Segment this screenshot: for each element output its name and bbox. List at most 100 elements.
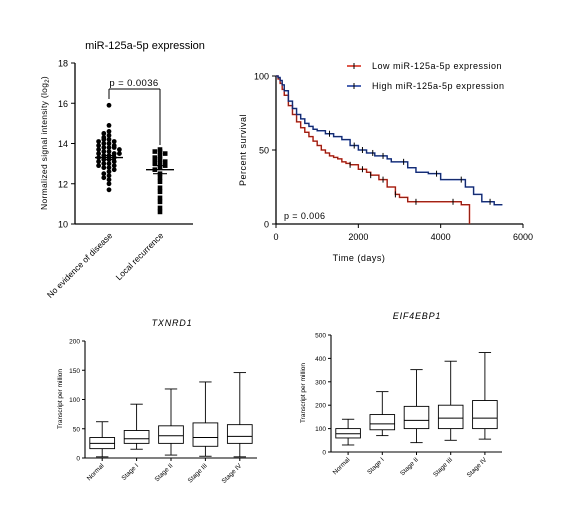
survival-y-tick-label: 100 bbox=[254, 72, 269, 82]
scatter-point bbox=[106, 145, 112, 150]
txnrd1-y-tick-label: 0 bbox=[76, 456, 80, 463]
scatter-significance-bracket: p = 0.0036 bbox=[108, 78, 161, 145]
scatter-p-value: p = 0.0036 bbox=[109, 78, 158, 89]
eif4ebp1-box bbox=[472, 400, 498, 430]
txnrd1-x-tick-label: Stage I bbox=[120, 462, 140, 482]
scatter-point bbox=[106, 133, 112, 138]
scatter-point bbox=[117, 147, 122, 152]
scatter-point bbox=[157, 175, 163, 181]
survival-x-tick-label: 2000 bbox=[348, 232, 368, 242]
eif4ebp1-y-tick-label: 500 bbox=[315, 333, 326, 340]
scatter-y-tick-label: 16 bbox=[58, 99, 68, 109]
legend-label-low: Low miR-125a-5p expression bbox=[372, 61, 502, 71]
scatter-panel: miR-125a-5p expression Normalized signal… bbox=[39, 40, 205, 300]
scatter-point bbox=[157, 209, 163, 215]
survival-x-tick-label: 4000 bbox=[431, 232, 451, 242]
eif4ebp1-x-tick-label: Stage I bbox=[366, 456, 386, 476]
scatter-point bbox=[157, 153, 163, 158]
scatter-point bbox=[157, 185, 163, 191]
txnrd1-y-tick-label: 150 bbox=[69, 368, 80, 375]
txnrd1-panel: TXNRD1 Transcript per million 0 50 100 150 2… bbox=[57, 318, 257, 485]
scatter-point bbox=[101, 171, 107, 177]
scatter-point bbox=[106, 177, 112, 183]
scatter-point bbox=[106, 161, 112, 167]
scatter-category-label: Local recurrence bbox=[114, 230, 166, 282]
survival-y-tick-label: 0 bbox=[264, 220, 269, 230]
txnrd1-y-axis-label: Transcript per million bbox=[57, 369, 64, 429]
scatter-point bbox=[106, 173, 112, 179]
scatter-point bbox=[111, 145, 117, 150]
survival-x-axis-label: Time (days) bbox=[333, 253, 386, 263]
legend-label-high: High miR-125a-5p expression bbox=[372, 81, 505, 91]
scatter-point bbox=[152, 149, 158, 154]
scatter-point bbox=[106, 165, 112, 171]
txnrd1-y-tick-label: 50 bbox=[73, 426, 81, 433]
txnrd1-x-tick-label: Stage II bbox=[154, 462, 175, 483]
survival-curve bbox=[276, 75, 503, 206]
scatter-point bbox=[96, 147, 101, 152]
scatter-point bbox=[101, 165, 107, 171]
survival-y-tick-label: 50 bbox=[259, 146, 269, 156]
survival-y-axis-label: Percent survival bbox=[238, 114, 248, 186]
scatter-point bbox=[96, 163, 101, 169]
eif4ebp1-box bbox=[437, 404, 464, 430]
scatter-point bbox=[101, 145, 107, 150]
scatter-point bbox=[106, 129, 112, 134]
scatter-point bbox=[152, 157, 158, 162]
scatter-point bbox=[106, 187, 112, 193]
scatter-point bbox=[106, 169, 112, 175]
scatter-y-tick-label: 14 bbox=[58, 139, 68, 149]
txnrd1-y-tick-label: 100 bbox=[69, 397, 80, 404]
scatter-point bbox=[111, 151, 117, 156]
scatter-point bbox=[157, 195, 163, 201]
scatter-point bbox=[152, 161, 158, 166]
txnrd1-title: TXNRD1 bbox=[152, 318, 193, 328]
scatter-y-tick-label: 10 bbox=[58, 220, 68, 230]
scatter-point bbox=[101, 161, 107, 167]
scatter-y-tick-label: 12 bbox=[58, 179, 68, 189]
txnrd1-x-tick-label: Normal bbox=[86, 462, 106, 482]
eif4ebp1-y-tick-label: 200 bbox=[315, 403, 326, 410]
eif4ebp1-y-tick-label: 300 bbox=[315, 379, 326, 386]
scatter-point bbox=[106, 122, 112, 128]
eif4ebp1-box bbox=[369, 414, 396, 431]
scatter-point bbox=[106, 102, 112, 108]
scatter-point bbox=[96, 151, 101, 156]
scatter-point bbox=[106, 181, 112, 187]
survival-curve-outline bbox=[276, 75, 503, 206]
eif4ebp1-x-tick-label: Stage III bbox=[432, 456, 454, 478]
eif4ebp1-x-tick-label: Normal bbox=[332, 456, 352, 476]
scatter-point bbox=[96, 159, 101, 165]
eif4ebp1-box bbox=[403, 405, 430, 430]
scatter-point bbox=[96, 143, 101, 148]
scatter-point bbox=[111, 159, 117, 165]
scatter-point bbox=[157, 199, 163, 205]
scatter-point bbox=[162, 159, 168, 164]
scatter-point bbox=[101, 137, 107, 142]
txnrd1-x-tick-label: Stage IV bbox=[221, 462, 244, 485]
scatter-point bbox=[157, 157, 163, 162]
scatter-y-axis-label: Normalized signal intensity (log2) bbox=[39, 76, 51, 210]
txnrd1-box bbox=[226, 424, 253, 444]
scatter-point bbox=[101, 141, 107, 146]
scatter-point bbox=[111, 163, 117, 169]
txnrd1-box bbox=[192, 422, 219, 447]
scatter-point bbox=[101, 149, 107, 154]
survival-x-tick-label: 0 bbox=[273, 232, 278, 242]
eif4ebp1-y-axis-label: Transcript per million bbox=[300, 363, 307, 423]
scatter-point bbox=[157, 179, 163, 185]
scatter-point bbox=[106, 149, 112, 154]
eif4ebp1-y-tick-label: 100 bbox=[315, 426, 326, 433]
txnrd1-box bbox=[123, 430, 150, 444]
scatter-point bbox=[106, 141, 112, 146]
scatter-point bbox=[101, 131, 107, 136]
scatter-point bbox=[96, 139, 101, 144]
txnrd1-box bbox=[158, 425, 184, 444]
eif4ebp1-panel: EIF4EBP1 Transcript per million 0 100 200 3… bbox=[300, 311, 502, 479]
scatter-point bbox=[157, 165, 163, 170]
scatter-point bbox=[157, 149, 163, 154]
scatter-point bbox=[157, 161, 163, 166]
scatter-point bbox=[106, 137, 112, 142]
scatter-point bbox=[157, 189, 163, 195]
